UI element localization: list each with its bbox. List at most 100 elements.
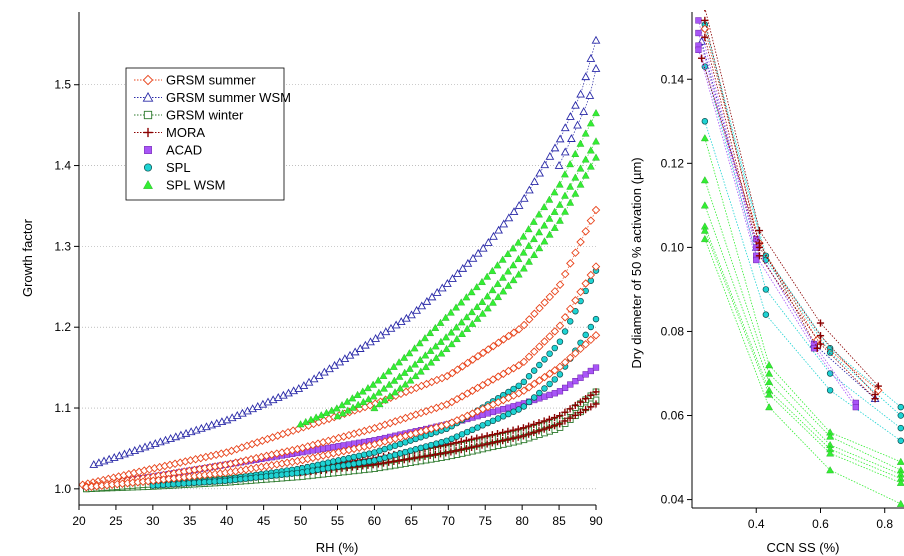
right-series-grsm-summer-wsm [697,36,880,403]
left-y-tick-label-4: 1.4 [54,159,71,173]
left-x-tick-label-9: 65 [405,514,419,528]
left-point-spl-wsm-1-39 [535,228,544,236]
left-point-spl-wsm-1-21 [442,333,451,341]
left-point-mora-0-43 [519,432,528,440]
left-point-spl-wsm-2-17 [458,329,466,337]
left-point-acad-0-46 [320,445,327,452]
right-series-line-mora-3 [701,58,818,349]
left-point-spl-0-74 [530,367,538,374]
left-point-mora-1-36 [483,432,491,440]
left-point-grsm-summer-wsm-0-70 [448,274,457,282]
left-point-grsm-summer-wsm-0-80 [499,219,509,228]
left-x-tick-label-10: 70 [442,514,456,528]
left-point-grsm-summer-0-93 [555,280,565,289]
left-point-spl-wsm-2-26 [504,281,513,289]
left-point-spl-wsm-0-54 [576,139,585,147]
left-point-spl-wsm-1-27 [473,302,482,310]
right-y-axis-label: Dry diameter of 50 % activation (µm) [629,157,644,368]
left-point-spl-0-35 [329,458,337,465]
right-point-acad-1-0 [695,29,702,37]
left-point-grsm-summer-0-89 [535,303,544,313]
left-point-grsm-summer-1-84 [514,361,524,370]
left-point-spl-0-80 [561,328,569,335]
left-point-spl-wsm-1-10 [385,380,394,388]
left-point-spl-wsm-2-21 [478,309,487,317]
left-point-spl-wsm-2-43 [592,153,600,161]
left-point-mora-1-41 [509,426,517,434]
left-point-spl-0-72 [520,378,528,386]
left-point-mora-1-48 [545,415,553,423]
legend-entry-grsm-summer-wsm: GRSM summer WSM [134,90,291,105]
left-point-mora-1-49 [550,413,559,422]
left-point-grsm-summer-0-84 [509,328,519,337]
left-point-grsm-summer-wsm-0-96 [581,72,591,81]
growth-factor-chart: 20 25 30 35 40 45 50 55 60 65 70 75 80 85 90 1.0 1.1 1.2… [20,12,603,555]
left-point-grsm-summer-wsm-0-68 [437,283,447,292]
left-point-grsm-summer-1-92 [555,321,565,330]
left-point-grsm-summer-0-73 [453,365,462,374]
left-point-grsm-summer-2-90 [545,369,554,379]
left-point-grsm-summer-2-86 [524,383,534,392]
left-point-mora-1-38 [493,430,502,438]
left-point-spl-wsm-2-39 [571,189,580,197]
left-point-spl-wsm-1-31 [493,279,502,287]
left-point-grsm-summer-0-72 [448,368,457,378]
left-point-mora-0-53 [571,411,579,419]
left-point-spl-wsm-2-34 [545,230,554,238]
left-point-grsm-summer-1-75 [468,386,477,395]
left-point-grsm-summer-2-88 [535,376,544,385]
left-point-spl-wsm-0-15 [374,376,383,384]
left-point-acad-0-95 [572,377,579,385]
left-point-spl-wsm-1-37 [524,241,533,249]
right-x-tick-label-1: 0.6 [812,517,829,531]
right-point-mora-0-3 [874,382,882,390]
left-point-spl-wsm-2-0 [370,404,379,412]
left-point-spl-wsm-1-49 [586,146,595,154]
activation-diameter-chart: 0.4 0.6 0.8 0.04 0.06 0.08 0.10 0.12 0.14 CCN S… [629,10,904,555]
left-point-spl-wsm-1-9 [380,384,388,392]
left-point-spl-0-40 [355,452,363,460]
left-point-grsm-summer-0-92 [550,287,560,296]
left-point-spl-0-79 [556,338,564,345]
left-point-grsm-summer-2-89 [540,372,549,382]
left-point-spl-wsm-2-20 [473,314,482,322]
left-point-spl-wsm-2-25 [499,287,508,295]
right-x-tick-label-2: 0.8 [876,517,893,531]
left-point-grsm-summer-wsm-0-79 [494,225,503,234]
left-point-grsm-summer-wsm-0-93 [566,112,575,120]
left-point-acad-0-81 [500,405,507,413]
left-point-grsm-summer-1-98 [586,270,596,280]
left-point-grsm-summer-1-99 [591,262,601,271]
left-point-spl-wsm-0-22 [410,344,419,352]
left-point-grsm-summer-wsm-1-0 [554,161,564,169]
left-point-spl-wsm-0-42 [514,238,523,246]
left-point-mora-1-42 [514,425,522,433]
left-point-spl-wsm-1-20 [436,337,445,345]
left-point-spl-0-37 [340,456,347,463]
left-point-spl-1-71 [515,406,522,413]
left-point-spl-1-36 [335,463,342,470]
left-point-mora-1-35 [478,433,486,441]
right-point-acad-0-0 [695,17,702,24]
left-point-mora-1-43 [519,424,528,432]
right-point-spl-wsm-1-2 [826,432,835,440]
left-x-tick-label-5: 45 [257,514,271,528]
left-point-grsm-summer-wsm-0-83 [514,201,524,209]
left-point-mora-0-47 [540,425,548,433]
left-point-spl-wsm-0-31 [457,298,466,306]
left-point-grsm-summer-wsm-0-76 [478,243,488,252]
right-series-line-grsm-summer-0 [704,28,879,391]
left-point-spl-wsm-0-41 [509,244,518,252]
right-series-line-mora-2 [704,37,876,399]
left-point-mora-1-34 [473,434,481,442]
legend-entry-grsm-summer: GRSM summer [134,73,256,88]
left-x-tick-label-8: 60 [368,514,382,528]
right-series-line-acad-2 [698,45,757,240]
left-point-spl-wsm-2-28 [514,270,523,278]
left-point-spl-wsm-0-55 [581,129,590,137]
right-series-mora [698,10,882,403]
left-point-spl-wsm-1-40 [540,221,549,229]
left-point-spl-wsm-2-6 [401,380,410,388]
left-point-grsm-summer-wsm-0-84 [519,193,529,202]
right-point-spl-wsm-0-3 [896,457,904,465]
